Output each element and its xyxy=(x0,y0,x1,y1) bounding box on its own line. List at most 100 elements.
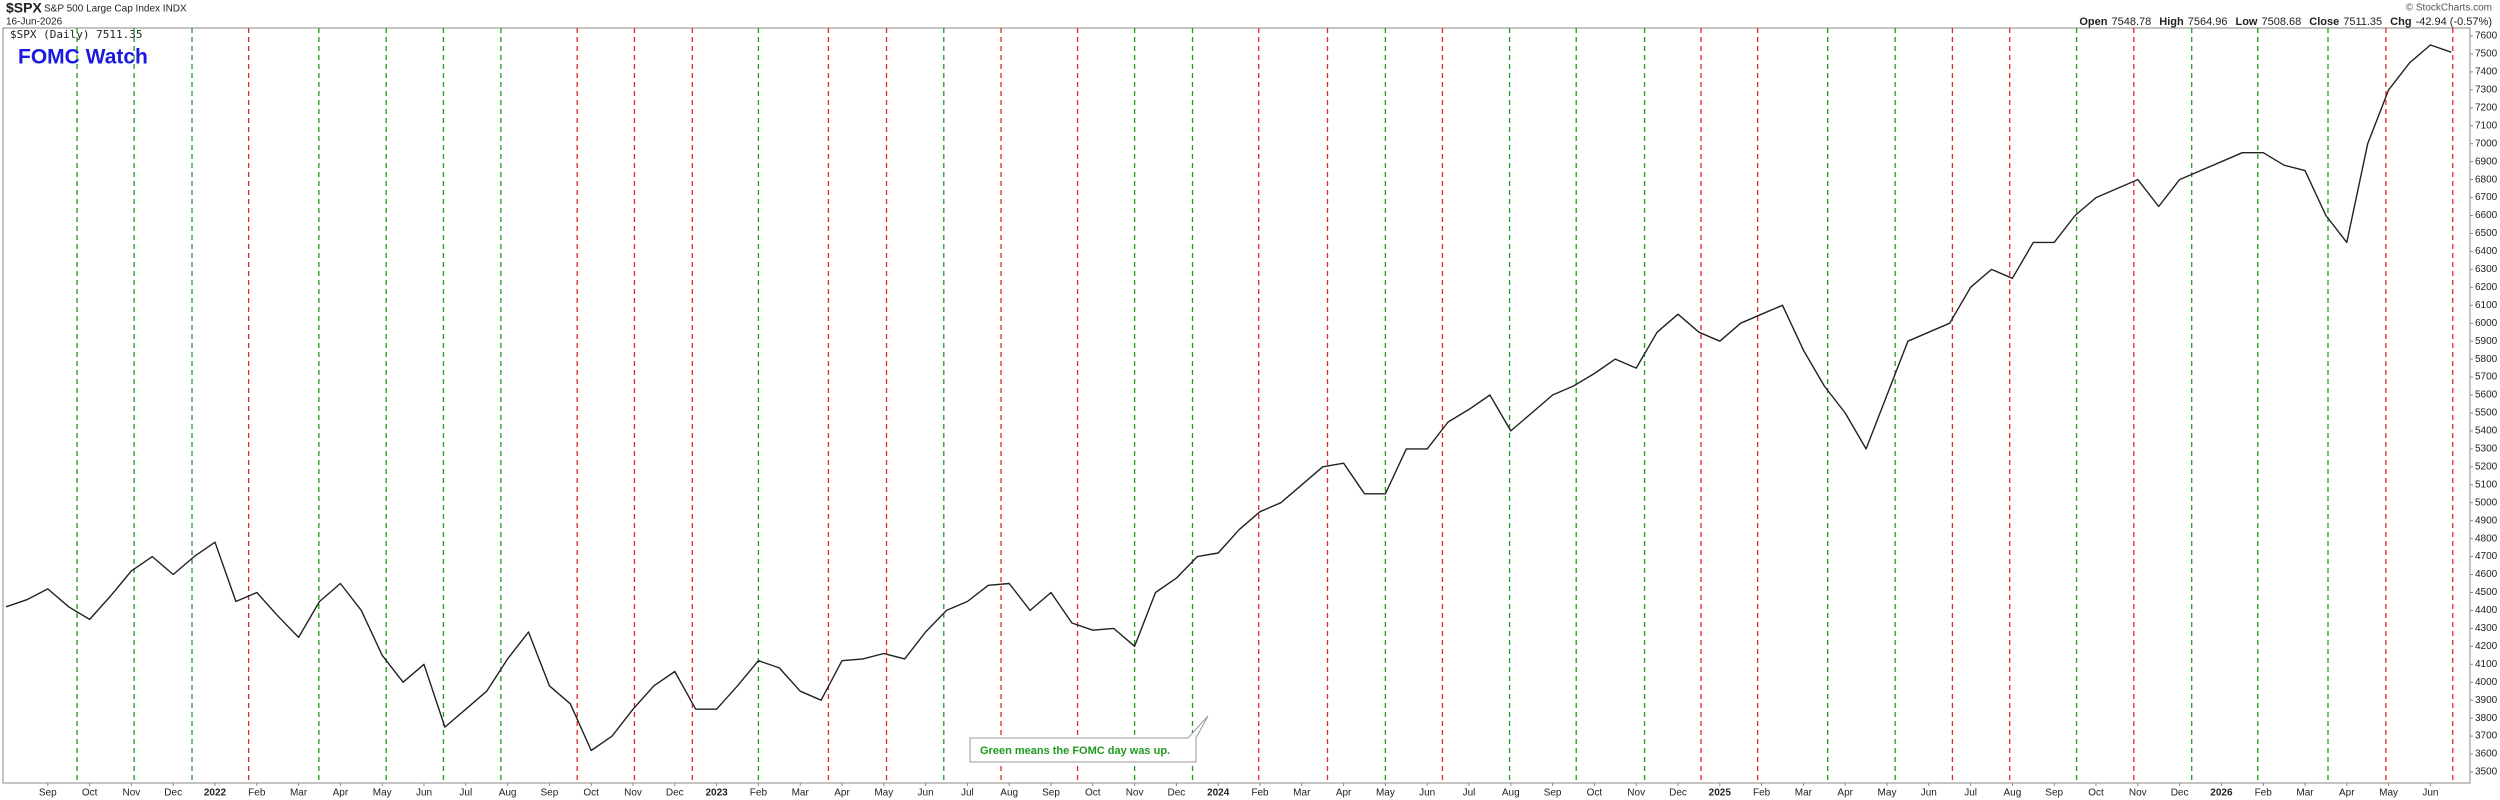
y-tick-label: 3700 xyxy=(2475,731,2498,742)
index-name: S&P 500 Large Cap Index INDX xyxy=(44,4,187,15)
x-tick-label: Mar xyxy=(792,788,810,799)
x-tick-label: Feb xyxy=(248,788,266,799)
x-tick-label: May xyxy=(874,788,893,799)
x-tick-label: Oct xyxy=(1085,788,1101,799)
symbol: $SPX xyxy=(6,0,42,16)
quote-label: High xyxy=(2159,16,2184,28)
quote-label: Close xyxy=(2309,16,2339,28)
y-tick-label: 7600 xyxy=(2475,31,2498,42)
x-tick-label: 2022 xyxy=(204,788,227,799)
y-tick-label: 7000 xyxy=(2475,138,2498,149)
x-tick-label: Nov xyxy=(1126,788,1144,799)
y-tick-label: 4200 xyxy=(2475,641,2498,652)
credit: © StockCharts.com xyxy=(2406,3,2492,14)
y-tick-label: 3900 xyxy=(2475,695,2498,706)
plot-frame xyxy=(2,27,2471,784)
legend: $SPX (Daily) 7511.35 xyxy=(10,28,142,41)
x-tick-label: 2024 xyxy=(1207,788,1230,799)
y-tick-label: 5700 xyxy=(2475,372,2498,383)
x-tick-label: Dec xyxy=(666,788,684,799)
x-tick-label: Feb xyxy=(2255,788,2273,799)
x-tick-label: 2025 xyxy=(1709,788,1732,799)
y-tick-label: 6000 xyxy=(2475,318,2498,329)
y-tick-label: 6300 xyxy=(2475,264,2498,275)
y-tick-label: 4500 xyxy=(2475,587,2498,598)
quote-label: Chg xyxy=(2390,16,2411,28)
y-tick-label: 5500 xyxy=(2475,408,2498,419)
quote-value: 7564.96 xyxy=(2188,16,2228,28)
x-tick-label: Dec xyxy=(1669,788,1687,799)
x-tick-label: Mar xyxy=(1293,788,1311,799)
x-tick-label: Sep xyxy=(39,788,57,799)
y-tick-label: 6500 xyxy=(2475,228,2498,239)
y-tick-label: 7300 xyxy=(2475,84,2498,95)
x-tick-label: 2023 xyxy=(705,788,728,799)
quote-value: 7548.78 xyxy=(2112,16,2152,28)
x-tick-label: Jun xyxy=(1921,788,1937,799)
x-tick-label: Sep xyxy=(1042,788,1060,799)
quote-value: 7508.68 xyxy=(2261,16,2301,28)
annotation-box: Green means the FOMC day was up. xyxy=(969,715,1209,763)
y-tick-label: 3800 xyxy=(2475,713,2498,724)
y-tick-label: 5900 xyxy=(2475,336,2498,347)
x-tick-label: Jun xyxy=(416,788,432,799)
y-tick-label: 7100 xyxy=(2475,120,2498,131)
chart-title: FOMC Watch xyxy=(18,46,148,69)
y-tick-label: 6800 xyxy=(2475,174,2498,185)
y-tick-label: 5200 xyxy=(2475,461,2498,472)
y-tick-label: 3500 xyxy=(2475,767,2498,778)
y-tick-label: 7400 xyxy=(2475,67,2498,78)
x-tick-label: Jun xyxy=(2422,788,2438,799)
y-tick-label: 4400 xyxy=(2475,605,2498,616)
x-tick-label: Oct xyxy=(2088,788,2104,799)
y-tick-label: 6700 xyxy=(2475,192,2498,203)
x-tick-label: Aug xyxy=(1000,788,1018,799)
x-tick-label: Nov xyxy=(624,788,642,799)
x-tick-label: May xyxy=(2379,788,2398,799)
x-tick-label: Aug xyxy=(1502,788,1520,799)
y-tick-label: 4700 xyxy=(2475,551,2498,562)
x-tick-label: Nov xyxy=(2129,788,2147,799)
x-tick-label: Mar xyxy=(290,788,308,799)
y-tick-label: 5800 xyxy=(2475,354,2498,365)
y-tick-label: 4600 xyxy=(2475,569,2498,580)
y-tick-label: 6900 xyxy=(2475,156,2498,167)
x-tick-label: Feb xyxy=(750,788,768,799)
y-tick-label: 4300 xyxy=(2475,623,2498,634)
x-tick-label: Nov xyxy=(1627,788,1645,799)
x-tick-label: Jun xyxy=(918,788,934,799)
x-tick-label: Nov xyxy=(123,788,141,799)
date: 16-Jun-2026 xyxy=(6,17,63,28)
annotation-callout xyxy=(969,715,1209,763)
x-tick-label: Apr xyxy=(1837,788,1853,799)
x-tick-label: Oct xyxy=(583,788,599,799)
x-tick-label: May xyxy=(1878,788,1897,799)
quote-label: Low xyxy=(2235,16,2257,28)
y-tick-label: 5000 xyxy=(2475,497,2498,508)
y-tick-label: 5600 xyxy=(2475,390,2498,401)
x-tick-label: Jul xyxy=(961,788,974,799)
quote-label: Open xyxy=(2079,16,2107,28)
x-tick-label: Sep xyxy=(2045,788,2063,799)
y-tick-label: 4100 xyxy=(2475,659,2498,670)
quote-value: 7511.35 xyxy=(2343,16,2382,28)
x-tick-label: Dec xyxy=(1168,788,1186,799)
x-tick-label: May xyxy=(1376,788,1395,799)
x-tick-label: Mar xyxy=(2296,788,2314,799)
y-tick-label: 4900 xyxy=(2475,515,2498,526)
x-tick-label: Feb xyxy=(1753,788,1771,799)
y-tick-label: 6200 xyxy=(2475,282,2498,293)
y-tick-label: 4800 xyxy=(2475,533,2498,544)
x-tick-label: Oct xyxy=(1587,788,1603,799)
quote: Open 7548.78 High 7564.96 Low 7508.68 Close 751… xyxy=(2079,16,2492,28)
x-tick-label: Jul xyxy=(459,788,472,799)
x-tick-label: Sep xyxy=(541,788,559,799)
y-tick-label: 4000 xyxy=(2475,677,2498,688)
x-tick-label: Jul xyxy=(1463,788,1476,799)
price-line xyxy=(5,44,2452,752)
x-tick-label: Feb xyxy=(1251,788,1269,799)
y-tick-label: 5300 xyxy=(2475,444,2498,455)
x-tick-label: Apr xyxy=(2339,788,2355,799)
y-tick-label: 6400 xyxy=(2475,246,2498,257)
x-tick-label: Aug xyxy=(2004,788,2022,799)
